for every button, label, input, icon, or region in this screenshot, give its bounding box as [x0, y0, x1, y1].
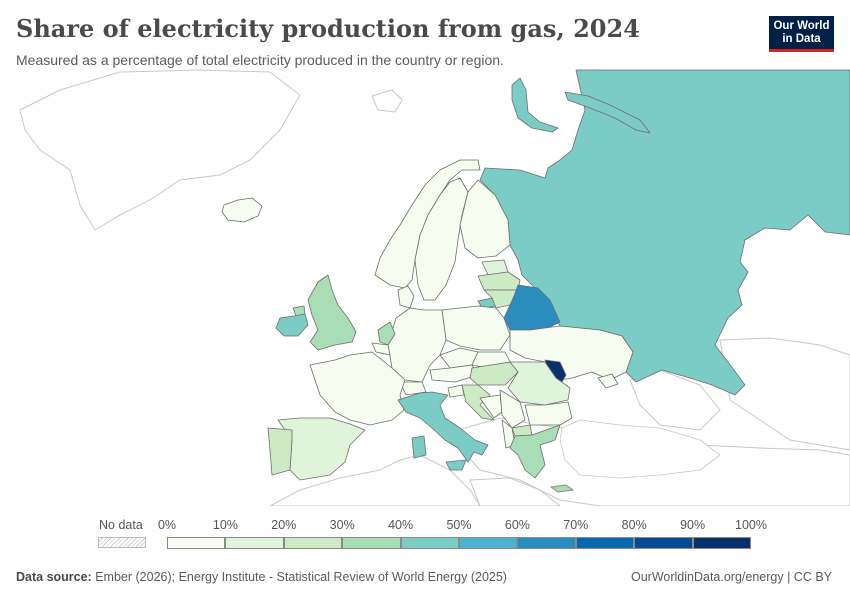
legend-tick-label: 40% — [388, 518, 414, 532]
countries[interactable] — [221, 69, 850, 481]
logo-line-1: Our World — [773, 20, 830, 32]
legend-tick-label: 90% — [680, 518, 706, 532]
legend-tick-label: 80% — [621, 518, 647, 532]
no-data-land — [19, 69, 850, 506]
denmark-region[interactable] — [397, 285, 415, 309]
chart-title: Share of electricity production from gas… — [16, 14, 640, 43]
poland-region[interactable] — [441, 305, 511, 351]
legend-bin[interactable] — [400, 537, 459, 549]
legend-bin[interactable] — [575, 537, 635, 549]
france-region[interactable] — [309, 351, 406, 426]
crimea-region — [597, 373, 619, 389]
iceland-region[interactable] — [221, 197, 263, 223]
legend-bin[interactable] — [634, 537, 693, 549]
netherlands-region[interactable] — [377, 321, 396, 346]
legend-tick-label: 50% — [446, 518, 472, 532]
sardinia-region — [411, 435, 427, 459]
legend-tick-label: 100% — [735, 518, 767, 532]
no-data-label: No data — [99, 518, 143, 532]
bulgaria-region[interactable] — [524, 401, 573, 426]
europe-map[interactable] — [0, 66, 850, 506]
romania-region[interactable] — [507, 361, 571, 406]
legend-bin[interactable] — [225, 537, 284, 549]
sweden-region[interactable] — [414, 177, 469, 301]
finland-region[interactable] — [459, 179, 511, 259]
legend-tick-label: 70% — [563, 518, 589, 532]
russia-novaya — [564, 91, 651, 134]
legend-bin[interactable] — [283, 537, 343, 549]
no-data-swatch[interactable] — [98, 537, 146, 548]
serbia-region[interactable] — [499, 389, 526, 429]
logo-line-2: in Data — [782, 33, 821, 45]
legend-bin[interactable] — [692, 537, 751, 549]
legend-tick-label: 60% — [504, 518, 530, 532]
legend-tick-label: 10% — [212, 518, 238, 532]
belgium-region[interactable] — [371, 342, 391, 356]
turkey-region — [559, 419, 721, 479]
data-source-label: Data source: — [16, 570, 92, 584]
latvia-region[interactable] — [477, 271, 521, 291]
data-source: Data source: Ember (2026); Energy Instit… — [16, 570, 507, 584]
data-source-text: Ember (2026); Energy Institute - Statist… — [95, 570, 507, 584]
ireland-region[interactable] — [275, 313, 309, 337]
chart-subtitle: Measured as a percentage of total electr… — [16, 52, 504, 68]
italy-region[interactable] — [397, 391, 489, 463]
footer-url[interactable]: OurWorldinData.org/energy | CC BY — [630, 570, 832, 584]
legend-bin[interactable] — [517, 537, 576, 549]
legend-bin[interactable] — [342, 537, 401, 549]
legend-tick-label: 30% — [329, 518, 355, 532]
sicily-region — [445, 459, 467, 471]
germany-region[interactable] — [387, 307, 447, 383]
switzerland-region[interactable] — [399, 381, 427, 396]
legend-tick-label: 0% — [157, 518, 177, 532]
legend-bin[interactable] — [167, 537, 226, 549]
color-legend: No data 0% 10% 20% 30% 40% 50% 60% 70% 80% 90% 100… — [0, 514, 850, 554]
legend-bin[interactable] — [459, 537, 518, 549]
lithuania-region[interactable] — [483, 289, 519, 309]
owid-logo[interactable]: Our World in Data — [769, 16, 834, 52]
croatia-region[interactable] — [461, 384, 495, 421]
portugal-region[interactable] — [267, 427, 293, 476]
macedonia-region[interactable] — [511, 424, 533, 437]
norway-region[interactable] — [374, 159, 481, 289]
slovenia-region[interactable] — [447, 384, 465, 398]
greece-region[interactable] — [509, 424, 561, 479]
uk-region[interactable] — [307, 274, 357, 351]
russia-north-island — [511, 77, 559, 133]
legend-tick-label: 20% — [271, 518, 297, 532]
